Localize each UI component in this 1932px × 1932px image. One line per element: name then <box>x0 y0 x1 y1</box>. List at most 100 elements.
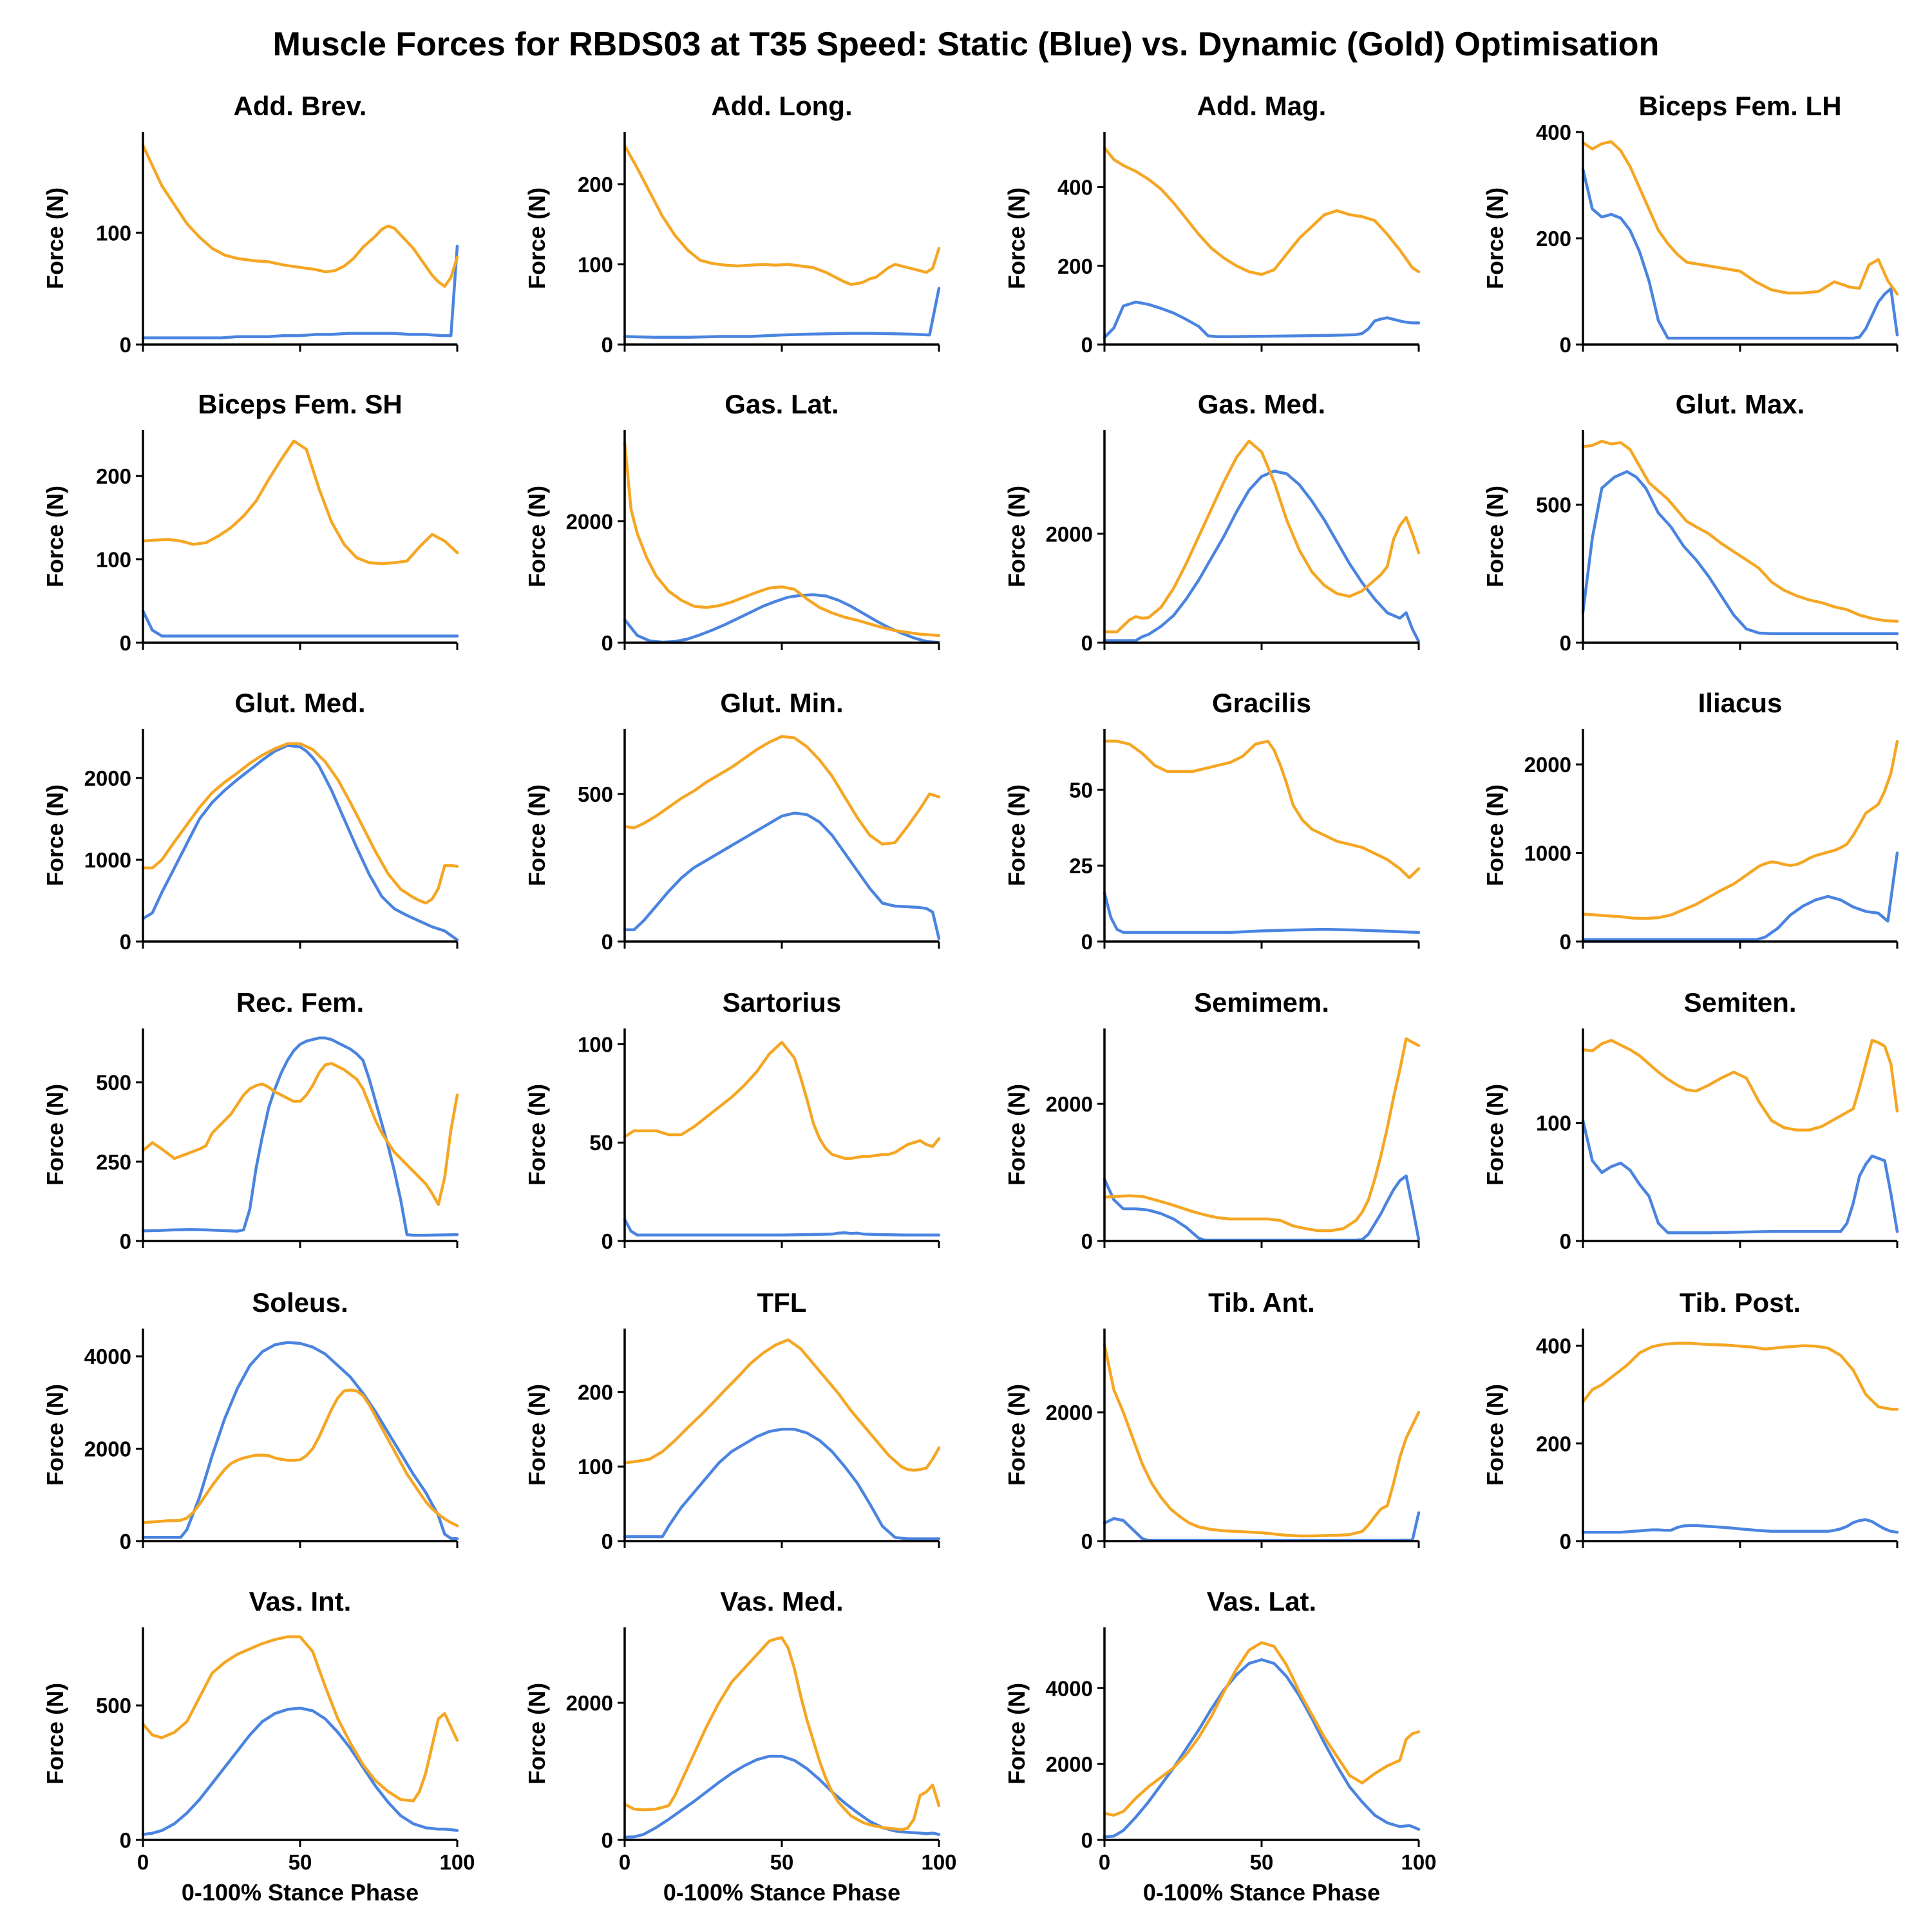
static-series-line <box>1103 469 1421 643</box>
static-series-line <box>1581 470 1899 636</box>
y-axis-label: Force (N) <box>1003 1683 1030 1785</box>
y-tick-label: 0 <box>120 1828 131 1852</box>
static-series-line <box>1103 300 1421 339</box>
panel-iliacus: Iliacus 0 1000 2000 Force (N) <box>1482 688 1899 954</box>
y-axis-label: Force (N) <box>524 1683 550 1785</box>
y-tick-label: 100 <box>578 1455 613 1479</box>
panel-gas-lat: Gas. Lat. 0 2000 Force (N) <box>524 389 941 655</box>
y-tick-label: 0 <box>1560 631 1571 655</box>
y-tick-label: 1000 <box>84 848 131 872</box>
y-axis-label: Force (N) <box>1482 784 1508 886</box>
panel-semiten: Semiten. 0 100 Force (N) <box>1482 987 1899 1253</box>
y-tick-label: 50 <box>1069 778 1093 802</box>
y-axis-label: Force (N) <box>42 1384 68 1486</box>
x-tick-label: 50 <box>1250 1850 1274 1874</box>
y-tick-label: 200 <box>1536 1432 1571 1455</box>
x-tick-label: 0 <box>1099 1850 1110 1874</box>
y-tick-label: 100 <box>1536 1112 1571 1135</box>
y-tick-label: 0 <box>120 333 131 357</box>
y-tick-label: 500 <box>578 782 613 806</box>
panel-gas-med: Gas. Med. 0 2000 Force (N) <box>1003 389 1421 655</box>
y-tick-label: 200 <box>578 173 613 196</box>
y-axis-label: Force (N) <box>42 1683 68 1785</box>
y-tick-label: 0 <box>1081 930 1093 954</box>
y-axis-label: Force (N) <box>1003 1384 1030 1486</box>
panel-rec-fem: Rec. Fem. 0 250 500 Force (N) <box>42 987 459 1253</box>
dynamic-series-line <box>141 1635 459 1803</box>
panel-title: Biceps Fem. SH <box>198 389 402 419</box>
y-tick-label: 100 <box>96 548 131 572</box>
panel-add-long: Add. Long. 0 100 200 Force (N) <box>524 91 941 357</box>
y-axis-label: Force (N) <box>524 187 550 289</box>
panel-title: Biceps Fem. LH <box>1638 91 1841 121</box>
panel-title: Tib. Ant. <box>1208 1287 1315 1318</box>
dynamic-series-line <box>1581 740 1899 920</box>
static-series-line <box>141 1341 459 1540</box>
dynamic-series-line <box>141 1061 459 1206</box>
y-tick-label: 2000 <box>1046 522 1093 546</box>
panel-glut-max: Glut. Max. 0 500 Force (N) <box>1482 389 1899 655</box>
y-axis-label: Force (N) <box>1482 1084 1508 1186</box>
y-axis-label: Force (N) <box>1003 784 1030 886</box>
panel-title: Iliacus <box>1698 688 1783 718</box>
y-tick-label: 0 <box>1081 1828 1093 1852</box>
dynamic-series-line <box>1581 439 1899 623</box>
dynamic-series-line <box>141 1388 459 1528</box>
y-tick-label: 1000 <box>1524 842 1571 866</box>
x-axis-label: 0-100% Stance Phase <box>1143 1879 1380 1906</box>
static-series-line <box>1581 1518 1899 1534</box>
y-tick-label: 2000 <box>1046 1401 1093 1425</box>
y-axis-label: Force (N) <box>1003 187 1030 289</box>
static-series-line <box>1581 167 1899 340</box>
static-series-line <box>1103 891 1421 934</box>
y-axis-label: Force (N) <box>1482 187 1508 289</box>
panel-title: Glut. Med. <box>235 688 366 718</box>
y-tick-label: 100 <box>96 221 131 245</box>
y-tick-label: 0 <box>601 930 613 954</box>
dynamic-series-line <box>1103 1343 1421 1538</box>
figure-title: Muscle Forces for RBDS03 at T35 Speed: S… <box>273 26 1660 63</box>
y-tick-label: 100 <box>578 1032 613 1056</box>
panel-biceps-fem-lh: Biceps Fem. LH 0 200 400 Force (N) <box>1482 91 1899 357</box>
x-tick-label: 100 <box>1401 1850 1436 1874</box>
y-tick-label: 0 <box>120 1229 131 1253</box>
panel-title: Add. Mag. <box>1197 91 1327 121</box>
panel-title: Vas. Med. <box>720 1586 843 1616</box>
panel-title: Sartorius <box>723 987 841 1018</box>
static-series-line <box>141 244 459 339</box>
dynamic-series-line <box>623 1041 941 1160</box>
panel-soleus: Soleus. 0 2000 4000 Force (N) <box>42 1287 459 1553</box>
y-axis-label: Force (N) <box>1003 1084 1030 1186</box>
y-tick-label: 2000 <box>566 1691 613 1715</box>
panel-title: Tib. Post. <box>1680 1287 1801 1318</box>
static-series-line <box>623 811 941 940</box>
y-axis-label: Force (N) <box>524 486 550 587</box>
y-axis-label: Force (N) <box>42 187 68 289</box>
panel-title: Add. Long. <box>711 91 852 121</box>
static-series-line <box>141 744 459 942</box>
panel-sartorius: Sartorius 0 50 100 Force (N) <box>524 987 941 1253</box>
y-axis-label: Force (N) <box>42 486 68 587</box>
dynamic-series-line <box>1581 1039 1899 1132</box>
static-series-line <box>1581 1119 1899 1235</box>
y-tick-label: 25 <box>1069 854 1093 878</box>
y-axis-label: Force (N) <box>1482 1384 1508 1486</box>
y-tick-label: 0 <box>1560 333 1571 357</box>
y-tick-label: 0 <box>601 1229 613 1253</box>
y-tick-label: 2000 <box>84 1437 131 1461</box>
y-tick-label: 4000 <box>1046 1676 1093 1700</box>
y-tick-label: 0 <box>601 1530 613 1553</box>
dynamic-series-line <box>623 735 941 846</box>
x-tick-label: 100 <box>439 1850 475 1874</box>
y-tick-label: 0 <box>1560 1229 1571 1253</box>
x-axis-label: 0-100% Stance Phase <box>182 1879 419 1906</box>
dynamic-series-line <box>623 144 941 286</box>
y-tick-label: 500 <box>1536 493 1571 517</box>
panel-tib-ant: Tib. Ant. 0 2000 Force (N) <box>1003 1287 1421 1553</box>
y-axis-label: Force (N) <box>1482 486 1508 587</box>
panel-title: Semimem. <box>1194 987 1329 1018</box>
dynamic-series-line <box>1103 439 1421 634</box>
y-tick-label: 100 <box>578 252 613 276</box>
panel-glut-min: Glut. Min. 0 500 Force (N) <box>524 688 941 954</box>
panel-title: Glut. Min. <box>720 688 843 718</box>
